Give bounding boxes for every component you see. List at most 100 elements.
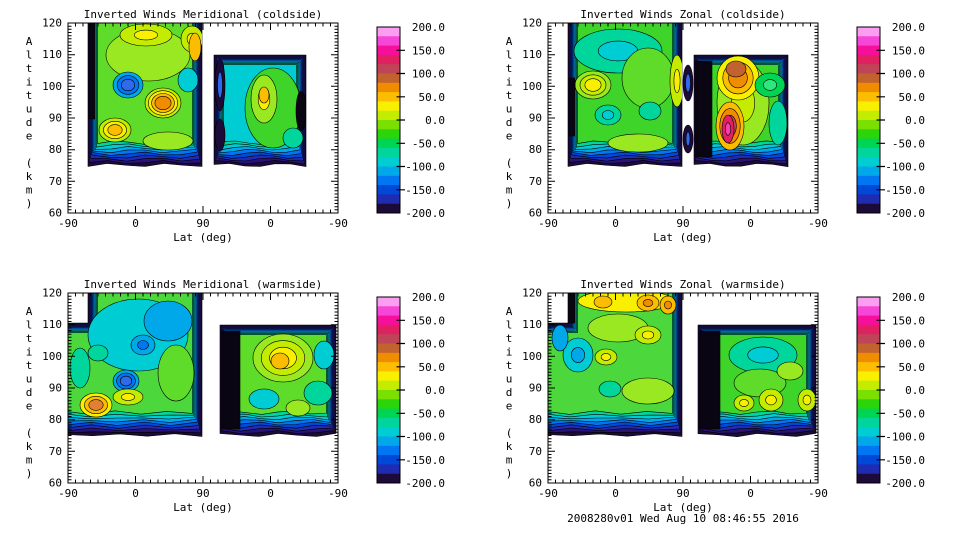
colorbar-band: [377, 120, 400, 130]
contour-spot: [217, 71, 223, 99]
contour-plot-area: [67, 22, 339, 214]
contour-spot: [120, 393, 135, 401]
contour-spot: [120, 78, 135, 92]
x-tick-label: 90: [196, 217, 209, 230]
x-tick-label: -90: [808, 487, 828, 500]
contour-spot: [551, 324, 569, 352]
y-tick-label: 120: [42, 17, 62, 30]
contour-spot: [776, 361, 804, 381]
contour-block: [567, 23, 683, 167]
x-tick-label: -90: [328, 487, 348, 500]
contour-block: [68, 293, 203, 437]
colorbar-band: [857, 110, 880, 121]
y-axis-label-char: l: [506, 49, 513, 62]
panel-zonal-warmside: Inverted Winds Zonal (warmside) 120 110 100…: [480, 270, 960, 540]
colorbar-band: [857, 343, 880, 354]
y-tick-label: 110: [42, 318, 62, 331]
y-tick-label: 80: [529, 143, 542, 156]
colorbar-band: [377, 343, 400, 354]
colorbar-band: [857, 45, 880, 56]
x-tick-label: 0: [747, 487, 754, 500]
colorbar-band: [857, 138, 880, 149]
x-tick-label: 90: [676, 487, 689, 500]
colorbar-tick-label: -100.0: [405, 161, 445, 174]
colorbar-tick-label: 150.0: [412, 314, 445, 327]
contour-spot: [188, 32, 202, 62]
y-tick-label: 110: [42, 48, 62, 61]
y-axis-label-char: u: [26, 103, 33, 116]
y-axis-label-char: u: [506, 103, 513, 116]
contour-spot: [607, 133, 669, 153]
y-axis-label-char: e: [506, 130, 513, 143]
y-axis-label-char: A: [506, 305, 513, 318]
y-axis-label-char: d: [506, 116, 513, 129]
y-axis-label-char: ): [26, 197, 33, 210]
y-tick-label: 90: [49, 382, 62, 395]
y-tick-label: 80: [49, 413, 62, 426]
colorbar-band: [377, 297, 400, 307]
y-axis-label-char: t: [506, 89, 513, 102]
colorbar-tick-label: 100.0: [892, 338, 925, 351]
colorbar-band: [377, 82, 400, 93]
contour-spot: [88, 399, 104, 411]
colorbar-band: [377, 362, 400, 372]
colorbar-band: [377, 464, 400, 475]
colorbar-band: [377, 371, 400, 382]
contour-block: [697, 324, 817, 437]
colorbar-band: [377, 390, 400, 400]
colorbar-ticks: [396, 49, 405, 191]
y-axis-label-char: m: [506, 184, 513, 197]
minor-ticks: [68, 293, 338, 483]
y-axis-label-char: e: [26, 400, 33, 413]
y-tick-label: 60: [49, 207, 62, 220]
y-axis-label-char: k: [26, 170, 33, 183]
colorbar-band: [377, 455, 400, 465]
y-axis-label-char: (: [26, 427, 33, 440]
colorbar-band: [857, 352, 880, 363]
colorbar-tick-label: 0.0: [905, 114, 925, 127]
colorbar-band: [857, 399, 880, 409]
contour-spot: [134, 29, 159, 41]
y-axis-label-char: A: [506, 35, 513, 48]
y-tick-label: 120: [42, 287, 62, 300]
panel-title: Inverted Winds Meridional (warmside): [84, 278, 322, 291]
colorbar-tick-label: -150.0: [405, 454, 445, 467]
x-tick-label: 90: [196, 487, 209, 500]
contour-spot: [641, 330, 655, 340]
panel-0-figure: Inverted Winds Meridional (coldside) 120 1…: [26, 8, 446, 244]
colorbar-tick-label: 50.0: [419, 91, 446, 104]
x-tick-label: 0: [747, 217, 754, 230]
colorbar: [856, 296, 885, 484]
contour-spot: [270, 352, 290, 370]
contour-spot: [600, 353, 612, 361]
contour-patch: [88, 23, 96, 120]
colorbar-band: [857, 92, 880, 102]
colorbar-band: [857, 185, 880, 195]
panel-title: Inverted Winds Zonal (warmside): [580, 278, 785, 291]
colorbar-band: [377, 36, 400, 46]
colorbar-band: [857, 371, 880, 382]
y-axis-label-char: d: [506, 386, 513, 399]
colorbar-band: [377, 110, 400, 121]
contour-spot: [282, 127, 304, 149]
contour-patch: [567, 293, 576, 324]
colorbar-band: [377, 399, 400, 409]
colorbar-band: [857, 175, 880, 186]
colorbar-tick-label: -200.0: [885, 207, 925, 220]
colorbar-band: [377, 185, 400, 195]
y-axis-label-char: l: [26, 49, 33, 62]
colorbar-band: [857, 464, 880, 475]
panel-1-figure: Inverted Winds Zonal (coldside) 120 110 100…: [506, 8, 925, 244]
x-axis-label: Lat (deg): [173, 501, 233, 514]
colorbar-tick-label: 0.0: [425, 384, 445, 397]
contour-spot: [621, 377, 675, 405]
y-axis-label-char: u: [26, 373, 33, 386]
colorbar-band: [377, 473, 400, 484]
colorbar-tick-label: 0.0: [905, 384, 925, 397]
colorbar-tick-label: 50.0: [419, 361, 446, 374]
colorbar-band: [857, 194, 880, 205]
y-axis-label-char: m: [26, 184, 33, 197]
y-tick-label: 80: [49, 143, 62, 156]
colorbar-band: [377, 166, 400, 177]
